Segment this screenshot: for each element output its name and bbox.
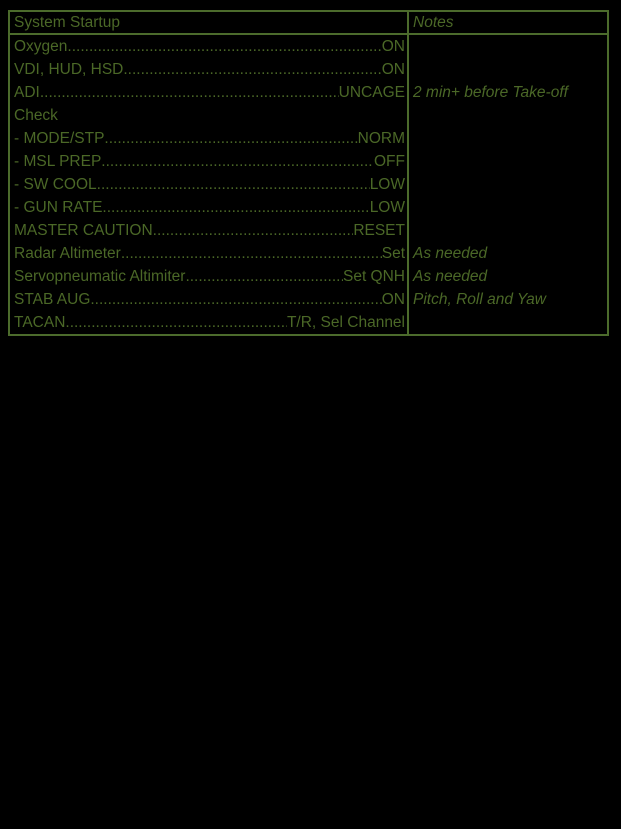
table-header-row: System Startup Notes [10,12,607,35]
checklist-row: - MSL PREP OFF [10,150,407,173]
checklist-item-label: Check [14,107,58,124]
checklist-item-label: Servopneumatic Altimiter [14,268,186,285]
dot-leader [65,311,287,334]
note-text [409,150,607,173]
checklist-item-value: UNCAGE [338,84,405,101]
checklist-item-label: Radar Altimeter [14,245,121,262]
checklist-item-value: LOW [369,199,405,216]
system-startup-column: Oxygen ON VDI, HUD, HSD ON ADI UNCAGE Ch… [10,35,407,334]
dot-leader [67,35,381,58]
checklist-table: System Startup Notes Oxygen ON VDI, HUD,… [8,10,609,336]
dot-leader [153,219,354,242]
note-text: As needed [413,245,488,262]
checklist-item-label: ADI [14,84,40,101]
note-text [409,196,607,219]
checklist-item-label: - MODE/STP [14,130,105,147]
checklist-item-value: Set [381,245,405,262]
checklist-row: Servopneumatic Altimiter Set QNH [10,265,407,288]
checklist-item-label: Oxygen [14,38,68,55]
note-text [409,35,607,58]
dot-leader [185,265,343,288]
checklist-row: ADI UNCAGE [10,81,407,104]
note-text [409,127,607,150]
checklist-row: TACAN T/R, Sel Channel [10,311,407,334]
note-text [409,219,607,242]
note-text [409,311,607,334]
checklist-row: Radar Altimeter Set [10,242,407,265]
note-text [409,104,607,127]
checklist-item-value: RESET [353,222,405,239]
checklist-row: Check [10,104,407,127]
dot-leader [123,58,381,81]
dot-leader [40,81,339,104]
checklist-item-label: STAB AUG [14,291,91,308]
checklist-item-value: ON [381,291,405,308]
checklist-row: Oxygen ON [10,35,407,58]
column-header-system-startup: System Startup [14,14,120,31]
checklist-item-label: MASTER CAUTION [14,222,153,239]
dot-leader [101,150,374,173]
checklist-item-value: T/R, Sel Channel [286,314,405,331]
checklist-item-label: - GUN RATE [14,199,103,216]
checklist-item-value: NORM [357,130,405,147]
notes-column: 2 min+ before Take-off As needed As need… [407,35,607,334]
checklist-item-value: Set QNH [342,268,405,285]
checklist-item-value: ON [381,38,405,55]
dot-leader [90,288,381,311]
dot-leader [97,173,370,196]
checklist-item-label: VDI, HUD, HSD [14,61,124,78]
note-text: As needed [413,268,488,285]
checklist-item-value: OFF [374,153,405,170]
note-text: Pitch, Roll and Yaw [413,291,546,308]
dot-leader [102,196,369,219]
checklist-item-label: - SW COOL [14,176,97,193]
column-header-notes: Notes [407,12,607,33]
checklist-item-value: LOW [369,176,405,193]
checklist-row: MASTER CAUTION RESET [10,219,407,242]
table-body: Oxygen ON VDI, HUD, HSD ON ADI UNCAGE Ch… [10,35,607,334]
dot-leader [104,127,357,150]
note-text: 2 min+ before Take-off [413,84,568,101]
checklist-item-label: - MSL PREP [14,153,102,170]
checklist-row: - SW COOL LOW [10,173,407,196]
note-text [409,58,607,81]
checklist-row: STAB AUG ON [10,288,407,311]
note-text [409,173,607,196]
dot-leader [121,242,382,265]
checklist-row: - MODE/STP NORM [10,127,407,150]
checklist-item-label: TACAN [14,314,66,331]
checklist-row: VDI, HUD, HSD ON [10,58,407,81]
checklist-item-value: ON [381,61,405,78]
checklist-row: - GUN RATE LOW [10,196,407,219]
